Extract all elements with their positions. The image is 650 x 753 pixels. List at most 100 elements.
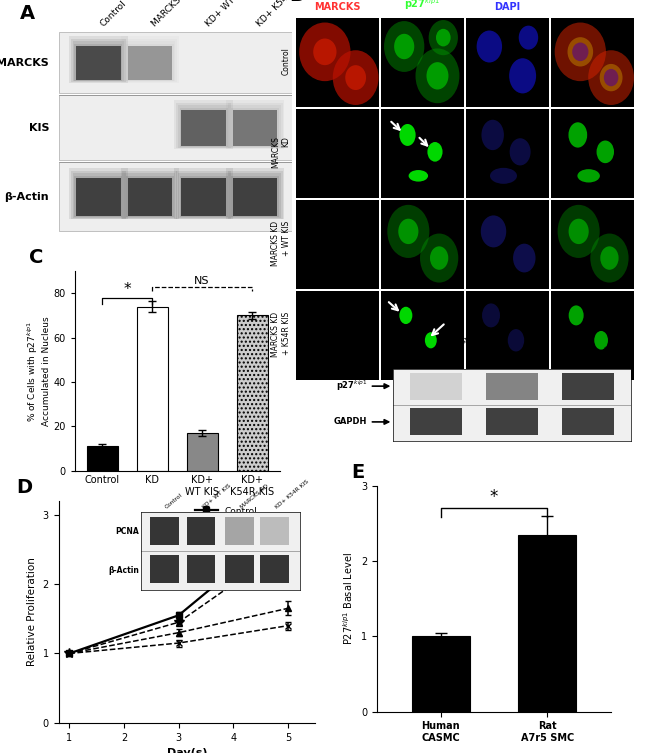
Bar xyxy=(225,517,254,545)
Ellipse shape xyxy=(519,26,538,50)
Ellipse shape xyxy=(394,34,414,59)
Bar xyxy=(410,408,462,434)
Text: KIS: KIS xyxy=(29,123,49,133)
Bar xyxy=(125,44,174,81)
Ellipse shape xyxy=(590,233,629,282)
Text: D: D xyxy=(16,478,32,497)
Text: (rat A10 SMC): (rat A10 SMC) xyxy=(512,334,549,366)
Text: Control: Control xyxy=(98,0,128,28)
Bar xyxy=(181,178,226,216)
Text: MARCKS KD
+ K54R KIS: MARCKS KD + K54R KIS xyxy=(271,312,291,357)
Bar xyxy=(179,108,227,147)
Ellipse shape xyxy=(409,170,428,181)
Bar xyxy=(150,555,179,584)
Text: MARCKS
KD: MARCKS KD xyxy=(271,136,291,169)
Bar xyxy=(127,178,172,216)
Ellipse shape xyxy=(597,141,614,163)
Ellipse shape xyxy=(476,31,502,62)
Text: p27$^{kip1}$: p27$^{kip1}$ xyxy=(404,0,441,12)
Text: MARCKS KD: MARCKS KD xyxy=(239,483,269,510)
Ellipse shape xyxy=(399,306,412,324)
Text: p27$^{kip1}$: p27$^{kip1}$ xyxy=(335,379,367,393)
Bar xyxy=(187,517,216,545)
Ellipse shape xyxy=(420,233,458,282)
Text: KD+ WT KIS: KD+ WT KIS xyxy=(201,483,232,510)
Bar xyxy=(229,173,281,218)
Text: Control: Control xyxy=(164,492,184,510)
Text: KD+ WT  KIS: KD+ WT KIS xyxy=(203,0,250,28)
Ellipse shape xyxy=(569,122,587,148)
Bar xyxy=(120,36,179,83)
Ellipse shape xyxy=(428,20,458,55)
Bar xyxy=(124,41,176,81)
Bar xyxy=(178,173,229,218)
Ellipse shape xyxy=(399,124,415,146)
Bar xyxy=(76,46,120,80)
Ellipse shape xyxy=(425,332,437,349)
Ellipse shape xyxy=(436,29,450,47)
Bar xyxy=(86,447,118,471)
X-axis label: Day(s): Day(s) xyxy=(166,748,207,753)
Bar xyxy=(127,46,172,80)
Bar xyxy=(124,173,176,218)
Text: *: * xyxy=(490,488,498,506)
Bar xyxy=(411,636,470,712)
Bar xyxy=(227,103,283,148)
Text: human CASMC: human CASMC xyxy=(436,333,474,366)
Bar xyxy=(518,535,577,712)
Bar xyxy=(233,110,278,146)
Ellipse shape xyxy=(508,329,524,352)
Bar xyxy=(231,108,279,147)
Bar xyxy=(73,173,124,218)
Ellipse shape xyxy=(387,205,430,258)
Ellipse shape xyxy=(482,120,504,150)
Ellipse shape xyxy=(490,168,517,184)
Ellipse shape xyxy=(333,50,378,105)
Bar xyxy=(486,373,538,400)
Bar xyxy=(69,169,127,219)
Bar xyxy=(486,408,538,434)
Ellipse shape xyxy=(398,218,419,244)
Bar xyxy=(69,36,127,83)
Ellipse shape xyxy=(426,62,448,90)
Legend: Control, KD+WT KIS, KD+K54R KIS, KD: Control, KD+WT KIS, KD+K54R KIS, KD xyxy=(191,503,289,559)
Ellipse shape xyxy=(509,58,536,93)
Bar xyxy=(176,171,231,218)
Bar xyxy=(187,555,216,584)
Text: E: E xyxy=(351,463,364,482)
Bar xyxy=(260,555,289,584)
Ellipse shape xyxy=(299,23,350,81)
Ellipse shape xyxy=(313,38,337,66)
Bar xyxy=(122,39,177,82)
Text: MARCKS: MARCKS xyxy=(0,58,49,68)
Bar xyxy=(73,41,124,81)
Ellipse shape xyxy=(577,169,600,182)
Text: β-Actin: β-Actin xyxy=(5,192,49,202)
Bar xyxy=(178,105,229,148)
Bar xyxy=(71,39,125,82)
Ellipse shape xyxy=(554,23,606,81)
Bar xyxy=(562,373,614,400)
Bar xyxy=(225,555,254,584)
Bar xyxy=(74,44,122,81)
Bar xyxy=(58,95,292,160)
Text: *: * xyxy=(124,282,131,297)
Bar xyxy=(233,178,278,216)
Bar xyxy=(227,171,283,218)
Bar xyxy=(74,175,122,217)
Bar xyxy=(176,103,231,148)
Ellipse shape xyxy=(569,306,584,325)
Bar xyxy=(58,32,292,93)
Ellipse shape xyxy=(572,42,588,61)
Bar xyxy=(150,517,179,545)
Ellipse shape xyxy=(415,48,460,103)
Text: rat A7r5 SMC: rat A7r5 SMC xyxy=(588,336,623,366)
Ellipse shape xyxy=(604,69,618,87)
Ellipse shape xyxy=(600,64,623,91)
Text: DAPI: DAPI xyxy=(495,2,521,12)
Bar xyxy=(136,306,168,471)
Bar xyxy=(187,433,218,471)
Ellipse shape xyxy=(567,37,593,66)
Bar xyxy=(260,517,289,545)
Bar xyxy=(181,110,226,146)
